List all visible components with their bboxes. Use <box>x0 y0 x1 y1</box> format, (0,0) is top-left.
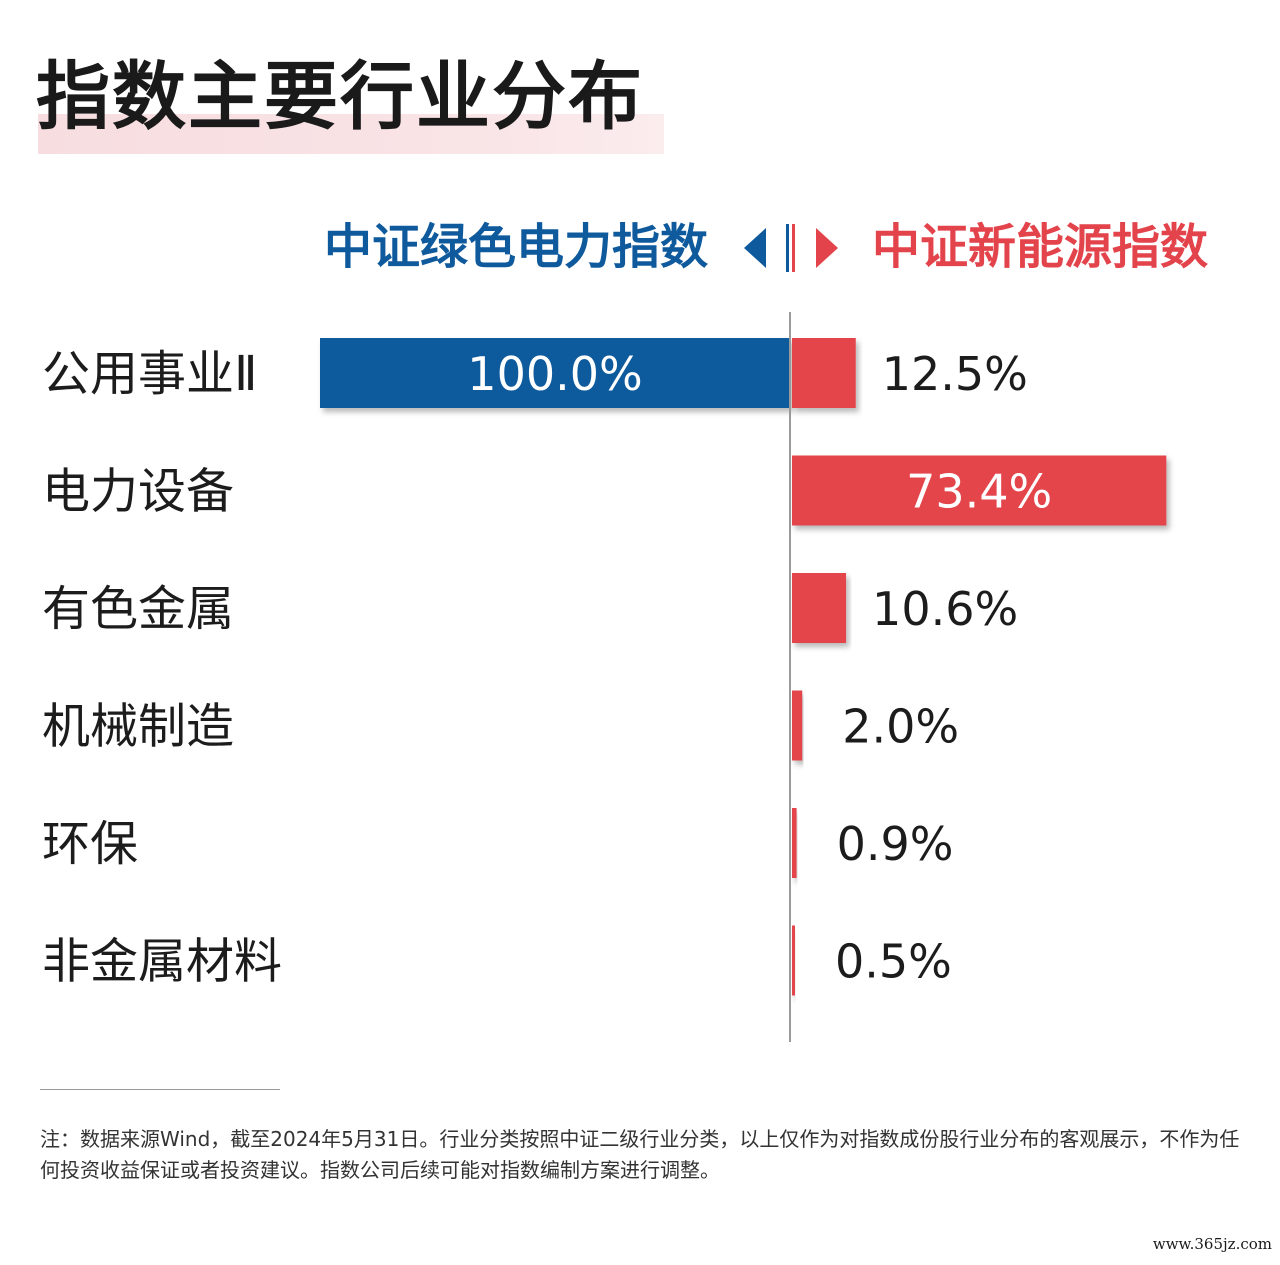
legend-right-series: 中证新能源指数 <box>872 219 1209 275</box>
title-block: 指数主要行业分布 <box>36 52 664 154</box>
watermark: www.365jz.com <box>1152 1235 1272 1253</box>
bar-right-label: 10.6% <box>872 582 1018 636</box>
bar-left-1 <box>320 338 790 408</box>
category-label: 公用事业Ⅱ <box>42 346 258 402</box>
bar-right-label: 12.5% <box>882 347 1028 401</box>
bar-right-6 <box>792 925 795 996</box>
footnote-divider <box>40 1089 280 1090</box>
bar-right-2 <box>792 455 1167 526</box>
bar-left-label: 100.0% <box>467 347 642 401</box>
bar-right-label: 2.0% <box>842 700 959 754</box>
title-highlight <box>38 114 664 154</box>
category-label: 环保 <box>42 816 138 872</box>
bar-right-4 <box>792 690 803 761</box>
center-axis-line <box>789 312 791 1042</box>
category-label: 有色金属 <box>42 581 234 637</box>
bar-right-label: 73.4% <box>906 465 1052 519</box>
category-label: 电力设备 <box>42 464 234 520</box>
category-label: 机械制造 <box>42 699 234 755</box>
bar-right-5 <box>792 808 797 878</box>
legend-left-arrow-icon <box>744 228 766 268</box>
diverging-bar-chart: 公用事业Ⅱ 100.0% 12.5% 电力设备 73.4% 有色金属 10.6% 机械制造 2.… <box>42 224 1167 1042</box>
category-label: 非金属材料 <box>42 934 282 990</box>
legend-right-arrow-icon <box>816 228 838 268</box>
legend-left-series: 中证绿色电力指数 <box>323 219 708 275</box>
bar-right-1 <box>792 338 856 408</box>
legend-divider-left <box>786 224 789 272</box>
bar-right-3 <box>792 573 847 643</box>
bar-right-label: 0.5% <box>835 935 952 989</box>
page-title: 指数主要行业分布 <box>36 54 644 140</box>
bar-right-label: 0.9% <box>837 817 954 871</box>
legend-divider-right <box>792 224 795 272</box>
footnote: 注：数据来源Wind，截至2024年5月31日。行业分类按照中证二级行业分类，以… <box>40 1127 1240 1182</box>
